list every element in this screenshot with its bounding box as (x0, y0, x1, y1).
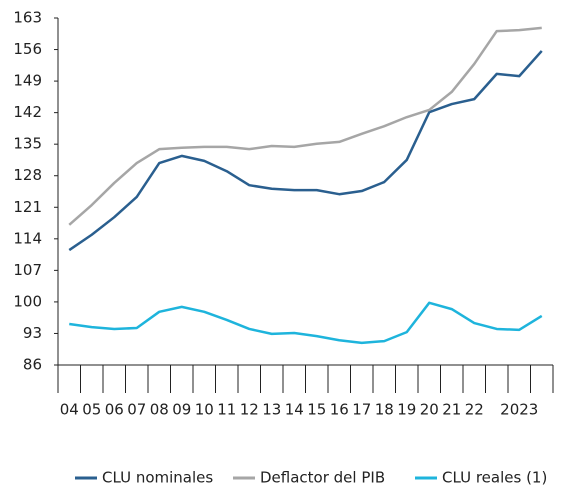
series-line (68, 50, 543, 252)
x-tick-label: 05 (82, 401, 101, 419)
y-tick-label: 156 (13, 40, 42, 58)
series-line (68, 26, 542, 226)
y-tick-label: 121 (13, 198, 42, 216)
y-tick-label: 86 (23, 356, 42, 374)
x-tick-label: 16 (330, 401, 349, 419)
x-tick-label: 12 (240, 401, 259, 419)
y-tick-label: 93 (23, 324, 42, 342)
x-tick-label: 10 (195, 401, 214, 419)
x-tick-label: 19 (397, 401, 416, 419)
x-tick-label: 04 (60, 401, 79, 419)
x-tick-label: 07 (127, 401, 146, 419)
x-tick-label: 17 (352, 401, 371, 419)
x-tick-label: 22 (465, 401, 484, 419)
x-tick-label: 20 (420, 401, 439, 419)
y-tick-label: 142 (13, 103, 42, 121)
x-tick-label: 21 (442, 401, 461, 419)
legend-label: CLU reales (1) (442, 469, 547, 486)
x-tick-label: 09 (172, 401, 191, 419)
x-tick-label: 13 (262, 401, 281, 419)
series-line (69, 301, 543, 345)
x-tick-label: 18 (375, 401, 394, 419)
legend-label: Deflactor del PIB (260, 469, 385, 486)
y-tick-label: 135 (13, 135, 42, 153)
x-tick-label: 11 (217, 401, 236, 419)
x-tick-label: 2023 (500, 401, 538, 419)
y-tick-label: 163 (13, 9, 42, 27)
x-tick-label: 15 (307, 401, 326, 419)
y-tick-label: 128 (13, 166, 42, 184)
x-tick-label: 06 (105, 401, 124, 419)
y-tick-label: 100 (13, 292, 42, 310)
y-tick-label: 107 (13, 261, 42, 279)
x-tick-label: 08 (150, 401, 169, 419)
y-tick-label: 149 (13, 72, 42, 90)
x-tick-label: 14 (285, 401, 304, 419)
legend-label: CLU nominales (102, 469, 213, 486)
y-tick-label: 114 (13, 229, 42, 247)
